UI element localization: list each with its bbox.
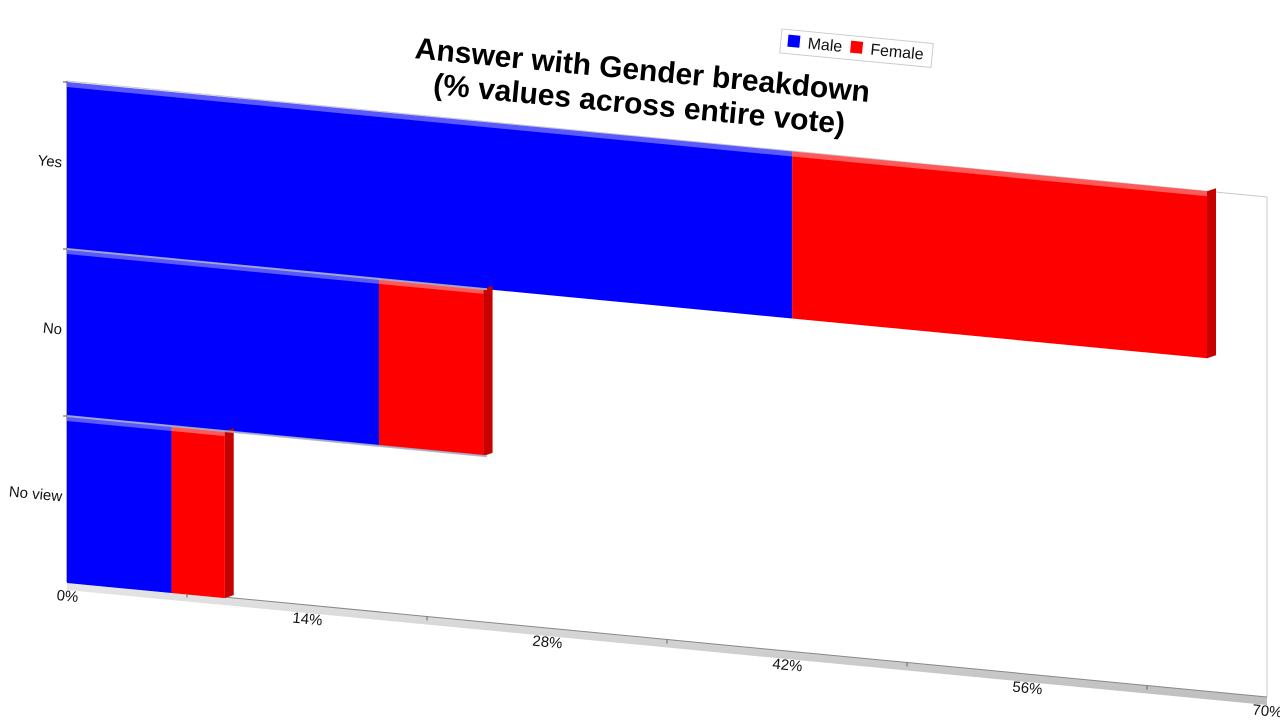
legend: Male Female	[779, 28, 934, 69]
x-axis-ticks: 0% 14% 28% 42% 56% 70%	[56, 587, 1280, 720]
bar-top-male-no	[67, 249, 379, 284]
y-tick-label: Yes	[37, 152, 63, 171]
bar-top-male-yes	[67, 82, 793, 157]
x-tick-label: 70%	[1252, 702, 1280, 720]
plot-back-edge	[66, 80, 1268, 198]
bar-top-female-yes	[792, 151, 1207, 197]
bar-male-no	[67, 249, 379, 446]
category-separator	[66, 248, 488, 291]
y-tick-label: No	[42, 320, 63, 339]
bar-side-female-no-view	[224, 428, 234, 599]
bar-female-yes	[792, 151, 1207, 359]
bar-top-female-no	[379, 278, 484, 294]
legend-swatch-male	[787, 34, 801, 48]
category-separator	[66, 415, 488, 458]
y-tick-label: No view	[8, 483, 63, 505]
category-separators	[66, 248, 488, 458]
x-tick-label: 56%	[1012, 679, 1044, 699]
x-tick-label: 42%	[772, 656, 804, 676]
bar-top-female-no-view	[171, 426, 225, 437]
bar-female-no	[379, 278, 484, 456]
bar-male-no-view	[67, 416, 172, 594]
bar-male-yes	[67, 82, 793, 319]
bar-female-no-view	[171, 426, 225, 599]
bar-side-female-yes	[1207, 188, 1216, 359]
legend-label-female: Female	[870, 42, 925, 64]
bars-group	[67, 82, 1216, 599]
bar-top-male-no-view	[67, 416, 172, 432]
legend-swatch-female	[850, 40, 864, 54]
x-tick-label: 0%	[56, 587, 79, 606]
y-axis-ticks: Yes No No view	[8, 81, 67, 505]
x-tick-label: 28%	[532, 633, 564, 653]
legend-label-male: Male	[807, 36, 843, 56]
x-tick-label: 14%	[292, 610, 324, 630]
bar-side-female-no	[483, 285, 493, 456]
